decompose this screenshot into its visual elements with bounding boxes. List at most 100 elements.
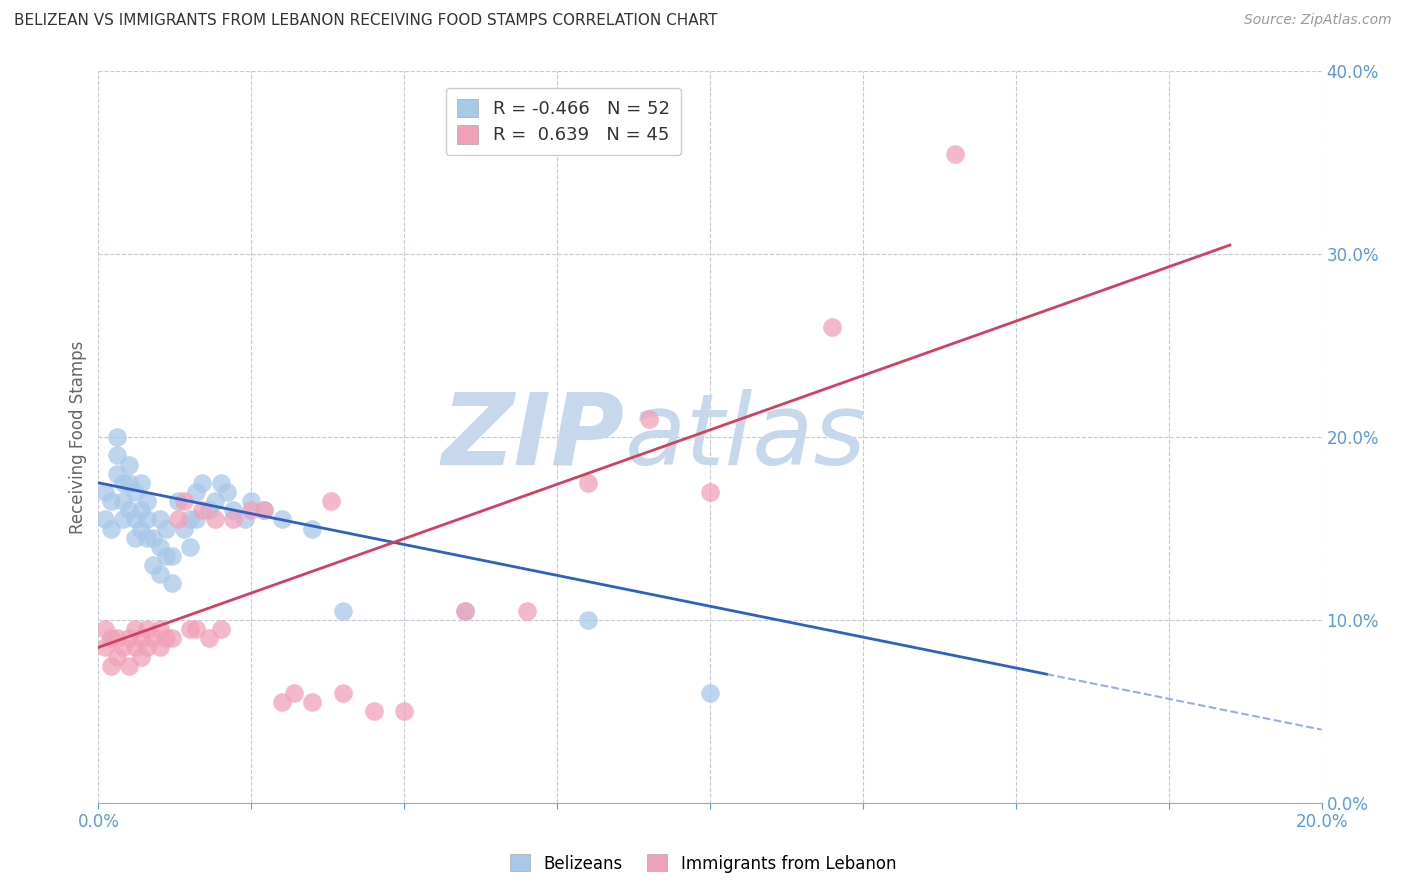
Point	[155, 632, 177, 646]
Point	[111, 475, 134, 490]
Point	[136, 531, 159, 545]
Y-axis label: Receiving Food Stamps: Receiving Food Stamps	[69, 341, 87, 533]
Point	[124, 485, 146, 500]
Point	[160, 632, 183, 646]
Point	[142, 558, 165, 573]
Point	[240, 503, 263, 517]
Point	[105, 449, 128, 463]
Point	[111, 512, 134, 526]
Point	[204, 512, 226, 526]
Point	[209, 475, 232, 490]
Point	[186, 512, 208, 526]
Point	[516, 604, 538, 618]
Point	[301, 521, 323, 535]
Point	[222, 512, 245, 526]
Point	[332, 686, 354, 700]
Point	[155, 521, 177, 535]
Point	[149, 567, 172, 582]
Point	[576, 613, 599, 627]
Point	[186, 622, 208, 636]
Point	[105, 430, 128, 444]
Point	[215, 485, 238, 500]
Point	[105, 649, 128, 664]
Point	[100, 658, 122, 673]
Point	[699, 686, 721, 700]
Point	[136, 622, 159, 636]
Point	[179, 540, 201, 554]
Point	[332, 604, 354, 618]
Point	[111, 494, 134, 508]
Point	[392, 705, 416, 719]
Point	[252, 503, 274, 517]
Point	[149, 640, 172, 655]
Point	[124, 640, 146, 655]
Point	[191, 503, 214, 517]
Point	[136, 512, 159, 526]
Point	[155, 549, 177, 563]
Point	[105, 632, 128, 646]
Text: atlas: atlas	[624, 389, 866, 485]
Point	[173, 521, 195, 535]
Point	[124, 512, 146, 526]
Text: Source: ZipAtlas.com: Source: ZipAtlas.com	[1244, 13, 1392, 28]
Point	[124, 622, 146, 636]
Point	[100, 494, 122, 508]
Point	[186, 485, 208, 500]
Point	[142, 632, 165, 646]
Point	[124, 531, 146, 545]
Point	[209, 622, 232, 636]
Point	[283, 686, 305, 700]
Point	[149, 622, 172, 636]
Point	[160, 576, 183, 591]
Point	[179, 622, 201, 636]
Point	[637, 412, 661, 426]
Point	[118, 475, 141, 490]
Point	[319, 494, 342, 508]
Point	[363, 705, 385, 719]
Point	[129, 632, 152, 646]
Point	[100, 632, 122, 646]
Point	[301, 695, 323, 709]
Point	[197, 632, 219, 646]
Point	[699, 485, 721, 500]
Text: BELIZEAN VS IMMIGRANTS FROM LEBANON RECEIVING FOOD STAMPS CORRELATION CHART: BELIZEAN VS IMMIGRANTS FROM LEBANON RECE…	[14, 13, 717, 29]
Point	[129, 475, 152, 490]
Point	[240, 494, 263, 508]
Point	[136, 640, 159, 655]
Point	[118, 658, 141, 673]
Point	[93, 640, 115, 655]
Legend: R = -0.466   N = 52, R =  0.639   N = 45: R = -0.466 N = 52, R = 0.639 N = 45	[446, 87, 681, 155]
Point	[252, 503, 274, 517]
Point	[93, 622, 115, 636]
Point	[118, 458, 141, 472]
Point	[149, 512, 172, 526]
Point	[129, 503, 152, 517]
Legend: Belizeans, Immigrants from Lebanon: Belizeans, Immigrants from Lebanon	[503, 847, 903, 880]
Point	[233, 512, 256, 526]
Point	[173, 494, 195, 508]
Point	[149, 540, 172, 554]
Point	[167, 494, 190, 508]
Point	[129, 521, 152, 535]
Point	[576, 475, 599, 490]
Point	[93, 512, 115, 526]
Point	[93, 485, 115, 500]
Point	[142, 531, 165, 545]
Point	[943, 146, 966, 161]
Point	[118, 503, 141, 517]
Point	[167, 512, 190, 526]
Point	[270, 695, 292, 709]
Point	[179, 512, 201, 526]
Point	[191, 475, 214, 490]
Point	[118, 632, 141, 646]
Point	[111, 640, 134, 655]
Point	[160, 549, 183, 563]
Point	[129, 649, 152, 664]
Point	[454, 604, 477, 618]
Point	[197, 503, 219, 517]
Text: ZIP: ZIP	[441, 389, 624, 485]
Point	[105, 467, 128, 481]
Point	[454, 604, 477, 618]
Point	[270, 512, 292, 526]
Point	[100, 521, 122, 535]
